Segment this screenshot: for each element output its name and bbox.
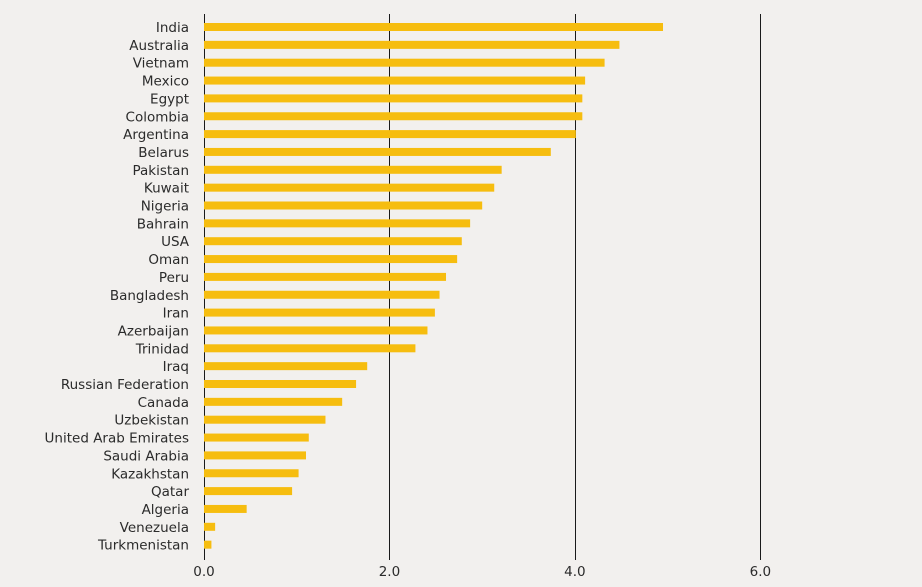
bar: [204, 165, 502, 174]
bars: [204, 23, 663, 549]
category-label: Vietnam: [133, 56, 189, 72]
bar: [204, 23, 663, 31]
category-label: Uzbekistan: [114, 413, 189, 429]
category-label: Oman: [148, 252, 189, 268]
bar: [204, 40, 620, 49]
category-label: Bahrain: [137, 216, 189, 232]
bar: [204, 326, 428, 335]
category-label: Peru: [159, 270, 189, 286]
gridlines: [204, 14, 761, 560]
bar: [204, 308, 435, 317]
bar: [204, 397, 343, 406]
category-label: Mexico: [142, 74, 189, 90]
category-label: Iran: [163, 306, 189, 322]
x-axis-tick-labels: 0.0 2.0 4.0 6.0: [193, 564, 771, 580]
category-label: Saudi Arabia: [103, 448, 189, 464]
category-label: Qatar: [151, 484, 189, 500]
bar: [204, 94, 583, 103]
bar: [204, 487, 293, 496]
bar: [204, 76, 586, 85]
category-label: India: [156, 20, 189, 36]
bar: [204, 130, 576, 139]
category-label: Kuwait: [144, 181, 189, 197]
x-tick-label: 6.0: [750, 564, 771, 580]
bar: [204, 344, 416, 353]
category-label: United Arab Emirates: [45, 431, 189, 447]
category-label: Algeria: [142, 502, 189, 518]
bar: [204, 380, 357, 388]
category-label: Colombia: [126, 109, 189, 125]
bar: [204, 540, 212, 549]
category-label: Venezuela: [120, 520, 189, 536]
x-tick-label: 2.0: [379, 564, 400, 580]
category-label: Bangladesh: [110, 288, 189, 304]
category-label: Nigeria: [141, 199, 189, 215]
x-tick-label: 4.0: [564, 564, 585, 580]
category-label: USA: [161, 234, 190, 250]
bar: [204, 237, 462, 246]
x-tick-label: 0.0: [193, 564, 214, 580]
bar: [204, 290, 440, 299]
bar: [204, 112, 583, 121]
bar: [204, 362, 368, 371]
category-label: Australia: [129, 38, 189, 54]
bar: [204, 469, 299, 478]
category-label: Egypt: [150, 91, 189, 107]
bar: [204, 433, 309, 442]
bar: [204, 58, 605, 67]
category-label: Argentina: [123, 127, 189, 143]
bar: [204, 255, 458, 264]
bar: [204, 522, 216, 531]
category-label: Turkmenistan: [97, 538, 189, 554]
bar: [204, 219, 471, 228]
category-label: Belarus: [138, 145, 189, 161]
category-label: Trinidad: [135, 341, 189, 357]
category-label: Kazakhstan: [111, 466, 189, 482]
category-label: Russian Federation: [61, 377, 189, 393]
bar: [204, 183, 495, 192]
bar: [204, 272, 447, 281]
category-label: Iraq: [163, 359, 189, 375]
bar: [204, 147, 551, 156]
bar: [204, 504, 247, 513]
bar: [204, 415, 326, 424]
category-label: Pakistan: [132, 163, 189, 179]
bar: [204, 451, 306, 460]
bar: [204, 201, 483, 210]
category-label: Azerbaijan: [118, 323, 189, 339]
category-label: Canada: [138, 395, 189, 411]
